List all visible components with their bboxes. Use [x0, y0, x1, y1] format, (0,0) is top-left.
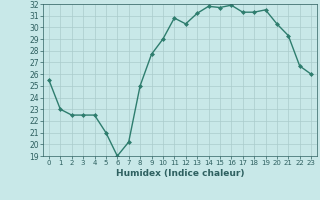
X-axis label: Humidex (Indice chaleur): Humidex (Indice chaleur)	[116, 169, 244, 178]
